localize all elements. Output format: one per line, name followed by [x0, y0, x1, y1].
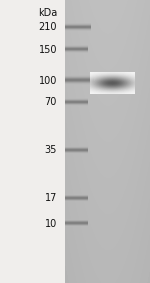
Text: 150: 150 — [39, 44, 57, 55]
Text: 210: 210 — [39, 22, 57, 32]
Bar — [0, 0, 64, 283]
Text: kDa: kDa — [38, 8, 57, 18]
Text: 17: 17 — [45, 193, 57, 203]
Text: 10: 10 — [45, 218, 57, 229]
Text: 70: 70 — [45, 97, 57, 107]
Text: 100: 100 — [39, 76, 57, 86]
Text: 35: 35 — [45, 145, 57, 155]
